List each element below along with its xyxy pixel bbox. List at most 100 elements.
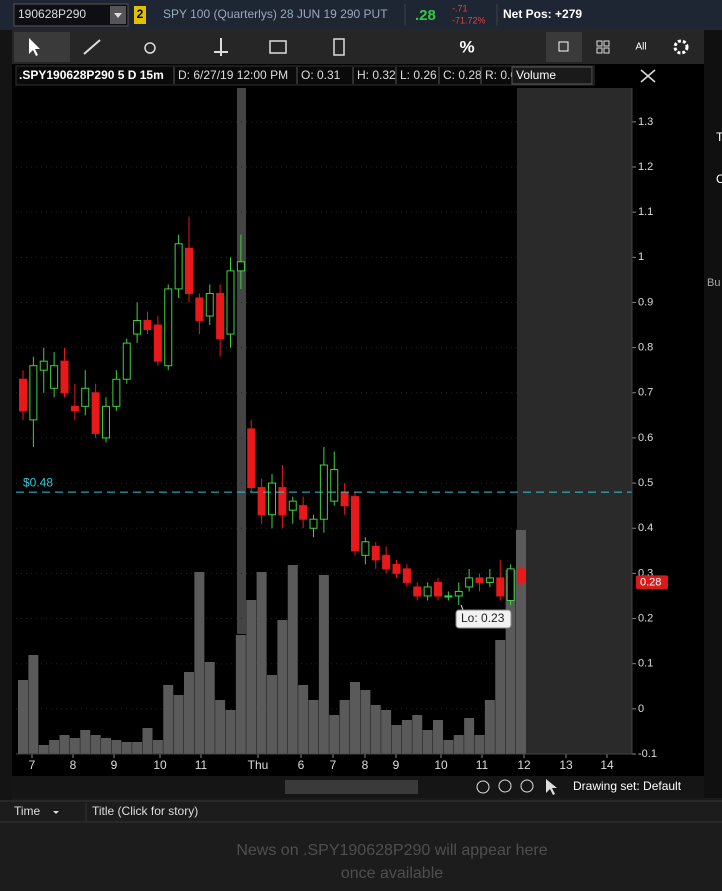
volume-bar (215, 700, 226, 754)
info-field: D: 6/27/19 12:00 PM (178, 68, 288, 82)
candle-body (247, 428, 256, 489)
chart-title: .SPY190628P290 5 D 15m (19, 68, 164, 82)
percent-button[interactable]: % (459, 37, 474, 56)
volume-bar (38, 745, 49, 754)
link-group-box[interactable] (134, 6, 146, 24)
tool-pointer[interactable] (14, 32, 70, 62)
volume-bar (516, 530, 526, 754)
candle-body (205, 292, 214, 317)
volume-bar (69, 738, 80, 754)
volume-bar (204, 662, 215, 754)
side-panel (704, 30, 722, 798)
candle-body (278, 487, 287, 516)
pan-icon[interactable] (476, 780, 490, 794)
candle-body (423, 586, 432, 597)
x-tick-label: 9 (393, 758, 400, 772)
volume-bar (308, 700, 319, 754)
volume-box[interactable] (511, 66, 593, 85)
link-group: 2 (137, 7, 144, 21)
grid-icon[interactable] (596, 40, 603, 47)
candle-body (402, 568, 411, 583)
volume-bar (194, 572, 205, 754)
volume-bar (90, 735, 101, 754)
volume-bar (350, 682, 360, 754)
candle-body (50, 365, 59, 389)
volume-bar (225, 710, 236, 754)
candle-body (185, 247, 193, 294)
candle-body (506, 568, 515, 601)
tool-line[interactable] (83, 39, 101, 55)
candle-body (517, 568, 525, 583)
volume-bar (121, 742, 132, 754)
x-tick-label: 8 (70, 758, 77, 772)
candle-body (143, 320, 152, 331)
tool-rect[interactable] (269, 40, 287, 54)
layout-single[interactable] (546, 32, 582, 62)
last-price-box (636, 575, 668, 590)
x-tick-label: 8 (362, 758, 369, 772)
side-label: C (716, 172, 722, 186)
drawing-set[interactable]: Drawing set: Default (573, 779, 682, 793)
volume-bar (49, 740, 60, 754)
volume-bar (318, 575, 329, 754)
all-button[interactable]: All (635, 42, 646, 53)
volume-bar (474, 735, 485, 754)
x-tick-label: 13 (559, 758, 573, 772)
y-tick-label: 0.5 (638, 477, 653, 489)
candle-body (81, 387, 90, 407)
grid-icon (603, 40, 610, 47)
volume-bar (28, 655, 39, 754)
x-tick-label: 14 (600, 758, 614, 772)
candle-body (226, 270, 235, 335)
y-tick-label: 0.1 (638, 658, 653, 670)
info-group: D: 6/27/19 12:00 PM O: 0.31 H: 0.32 L: 0.26… (173, 67, 524, 84)
candle-body (475, 577, 484, 583)
zoom-in[interactable] (498, 779, 512, 793)
volume-bar (381, 710, 392, 754)
net-pos: Net Pos: +279 (503, 7, 582, 21)
candle-body (216, 292, 225, 340)
sort-arrow (53, 811, 59, 814)
title-column[interactable]: Title (Click for story) (92, 804, 198, 818)
toolbar (12, 30, 704, 64)
candle-body (309, 518, 318, 529)
candle-body (351, 496, 359, 552)
cursor-icon[interactable] (546, 779, 557, 795)
crosshair-column (237, 88, 246, 634)
y-tick-label: 0.7 (638, 387, 653, 399)
tool-study[interactable] (333, 38, 345, 56)
price-line-label: $0.48 (23, 475, 53, 489)
symbol-box[interactable] (13, 3, 129, 27)
volume-bar (329, 715, 340, 754)
volume-bar (277, 620, 288, 754)
x-tick-label: Thu (248, 758, 269, 772)
grid-icon (596, 47, 603, 54)
volume-bar (163, 685, 174, 754)
news-panel (0, 800, 722, 891)
candle-body (434, 581, 442, 597)
y-tick-label: 1.3 (638, 116, 653, 128)
x-tick-label: 6 (298, 758, 305, 772)
candle-body (496, 577, 505, 597)
time-column[interactable]: Time (14, 804, 41, 818)
scroll-thumb[interactable] (285, 780, 418, 794)
candle-body (70, 405, 79, 412)
candle-body (340, 491, 349, 507)
tool-fib[interactable] (144, 42, 156, 54)
candle-body (444, 595, 453, 598)
volume-bar (464, 718, 475, 754)
chart-header (15, 65, 595, 86)
volume-bar (495, 640, 506, 754)
volume-bar (111, 740, 122, 754)
zoom-out[interactable] (520, 779, 534, 793)
x-tick-label: 12 (517, 758, 531, 772)
candle-body (29, 365, 38, 421)
settings[interactable] (673, 39, 689, 55)
candle-body (174, 243, 183, 290)
last-price-label: 0.28 (640, 576, 661, 588)
info-field: H: 0.32 (357, 68, 396, 82)
volume-bar (298, 685, 309, 754)
zoom-reset[interactable] (640, 69, 656, 83)
y-tick-label: 0.9 (638, 296, 653, 308)
candle-body (288, 500, 297, 511)
